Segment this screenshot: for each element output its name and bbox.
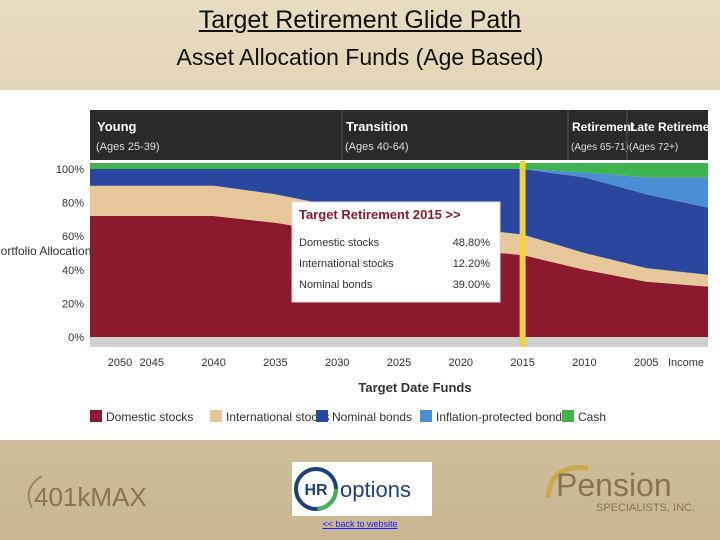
y-tick-label: 0% xyxy=(68,332,84,344)
phase-transition-ages: (Ages 40-64) xyxy=(345,141,409,153)
phase-young-ages: (Ages 25-39) xyxy=(96,141,160,153)
area-nominal xyxy=(90,169,708,275)
logo-hr-text: HR xyxy=(304,482,328,499)
logo-pension-text: Pension xyxy=(556,467,672,503)
legend-swatch xyxy=(562,410,574,422)
legend-swatch xyxy=(210,410,222,422)
x-tick-label: 2030 xyxy=(325,357,349,369)
phase-header-band xyxy=(90,110,708,160)
x-tick-labels: 2050 2045 2040 2035 2030 2025 2020 2015 2010 2005… xyxy=(108,357,704,369)
legend-label: Cash xyxy=(578,410,606,424)
x-tick-label: 2045 xyxy=(140,357,164,369)
x-tick-label: 2035 xyxy=(263,357,287,369)
legend-swatch xyxy=(90,410,102,422)
area-cash xyxy=(90,169,708,178)
x-tick-label: 2025 xyxy=(387,357,411,369)
glide-path-chart: Young (Ages 25-39) Transition (Ages 40-6… xyxy=(0,110,720,424)
callout-row-label: International stocks xyxy=(299,258,394,270)
phase-retirement-ages: (Ages 65-71) xyxy=(571,142,629,153)
x-tick-label: 2040 xyxy=(201,357,225,369)
x-tick-label: 2015 xyxy=(510,357,534,369)
callout-title: Target Retirement 2015 >> xyxy=(299,207,461,222)
phase-late-ages: (Ages 72+) xyxy=(629,142,678,153)
x-tick-label: Income xyxy=(668,357,704,369)
phase-young-name: Young xyxy=(97,119,137,134)
y-tick-label: 20% xyxy=(62,298,84,310)
y-tick-label: 60% xyxy=(62,231,84,243)
x-tick-label: 2005 xyxy=(634,357,658,369)
x-tick-label: 2050 xyxy=(108,357,132,369)
callout-row-value: 48.80% xyxy=(453,237,491,249)
phase-late-name: Late Retirement xyxy=(630,120,720,134)
chart-panel: Young (Ages 25-39) Transition (Ages 40-6… xyxy=(0,90,720,440)
page-subtitle: Asset Allocation Funds (Age Based) xyxy=(176,44,544,70)
logo-401kmax-text: 401kMAX xyxy=(34,482,147,512)
callout-row-value: 39.00% xyxy=(453,279,491,291)
legend-label: International stocks xyxy=(226,410,329,424)
chart-legend: Domestic stocks International stocks Nomin… xyxy=(90,410,606,424)
highlight-2015-bar xyxy=(519,161,526,347)
x-axis-label: Target Date Funds xyxy=(358,380,471,395)
y-tick-label: 100% xyxy=(56,164,84,176)
back-to-website-link[interactable]: << back to website xyxy=(322,519,398,529)
cash-top-strip xyxy=(90,163,708,169)
logo-pension-specialists: Pension SPECIALISTS, INC. xyxy=(545,465,695,514)
legend-swatch xyxy=(316,410,328,422)
callout-row-label: Nominal bonds xyxy=(299,279,373,291)
legend-swatch xyxy=(420,410,432,422)
x-tick-label: 2020 xyxy=(449,357,473,369)
logo-401kmax: 401kMAX xyxy=(27,475,147,512)
legend-label: Domestic stocks xyxy=(106,410,193,424)
logo-hr-options: HR options xyxy=(292,462,432,516)
legend-label: Nominal bonds xyxy=(332,410,412,424)
page-title: Target Retirement Glide Path xyxy=(198,6,522,34)
legend-label: Inflation-protected bonds xyxy=(436,410,568,424)
y-tick-label: 80% xyxy=(62,198,84,210)
phase-retirement-name: Retirement xyxy=(572,120,635,134)
zero-band xyxy=(90,337,708,347)
gridlines xyxy=(90,163,708,347)
y-tick-labels: 100% 80% 60% 40% 20% 0% xyxy=(56,164,84,344)
callout-box: Target Retirement 2015 >> Domestic stock… xyxy=(291,201,501,303)
logo-options-text: options xyxy=(340,477,411,502)
callout-row-value: 12.20% xyxy=(453,258,491,270)
logo-specialists-text: SPECIALISTS, INC. xyxy=(596,502,695,514)
y-axis-label: Portfolio Allocation xyxy=(0,244,91,258)
y-tick-label: 40% xyxy=(62,265,84,277)
callout-row-label: Domestic stocks xyxy=(299,237,380,249)
phase-transition-name: Transition xyxy=(346,119,408,134)
x-tick-label: 2010 xyxy=(572,357,596,369)
